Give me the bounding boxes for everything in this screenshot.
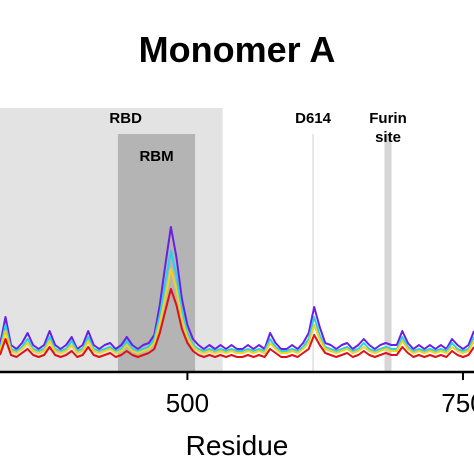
x-tick-label: 500 (166, 388, 209, 418)
marker-label-furin-site: site (375, 129, 401, 146)
chart-title: Monomer A (139, 29, 336, 70)
residue-markers (312, 134, 392, 371)
annotation-labels: RBD RBM D614 Furin site (109, 110, 406, 165)
x-axis-ticks: 500 750 (166, 372, 474, 418)
shaded-regions (0, 108, 223, 371)
series-line-0 (0, 226, 474, 350)
marker-label-furin-site: Furin (369, 110, 407, 127)
series-line-1 (0, 250, 474, 352)
series-lines (0, 226, 474, 358)
region-label-rbd: RBD (109, 110, 142, 127)
series-line-2 (0, 268, 474, 354)
x-tick-label: 750 (441, 388, 474, 418)
marker-label-d614: D614 (295, 110, 332, 127)
marker-d614 (312, 134, 314, 371)
x-axis-label: Residue (186, 430, 289, 461)
region-label-rbm: RBM (139, 148, 173, 165)
series-line-3 (0, 288, 474, 358)
marker-furin-site (384, 134, 392, 371)
